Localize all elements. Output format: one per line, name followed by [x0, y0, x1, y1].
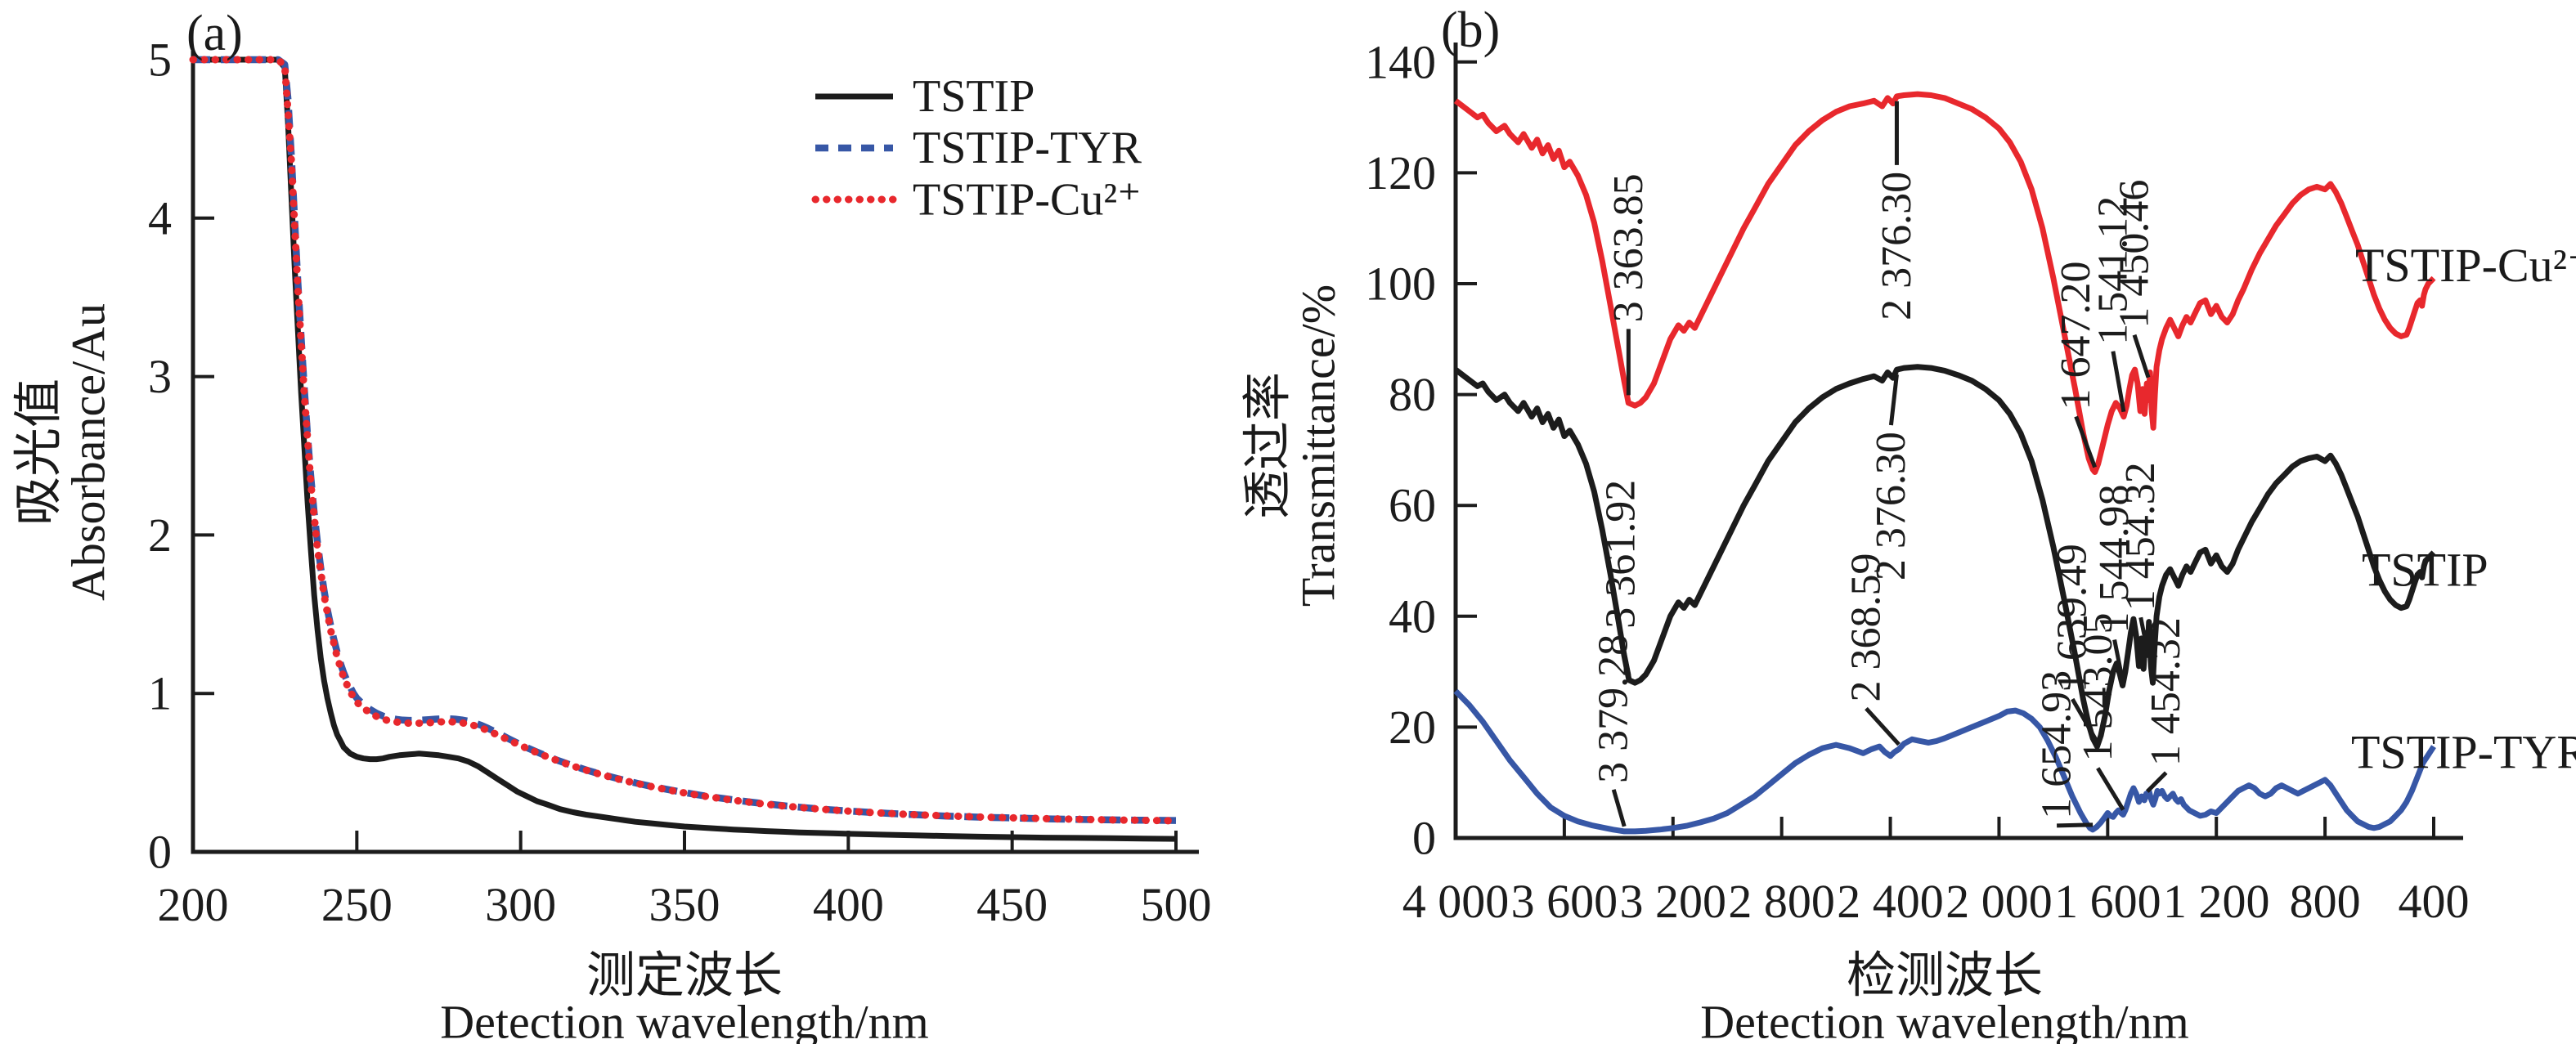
annotation-tick: [2096, 767, 2125, 811]
panel-b-y-axis-label-en: Transmittance/%: [1291, 284, 1345, 607]
legend-item-tstip-tyr: TSTIP-TYR: [913, 123, 1142, 173]
panel-b-x-axis-label-en: Detection wavelength/nm: [1700, 995, 2189, 1044]
panel-b-y-tick-label: 20: [1389, 701, 1436, 754]
annotation-tick: [2112, 639, 2125, 682]
annotation-tick: [2132, 334, 2151, 379]
panel-a-x-tick-label: 400: [813, 878, 884, 931]
panel-b-x-tick-label: 2 800: [1728, 875, 1835, 928]
panel-a-letter: (a): [186, 6, 243, 61]
panel-b-axes: [1453, 43, 2463, 840]
panel-a-x-tick-label: 450: [976, 878, 1048, 931]
panel-a-y-tick-label: 4: [148, 191, 172, 244]
annotation-label: 1 454.32: [2117, 462, 2164, 611]
annotation-label: 2 376.30: [1868, 432, 1914, 580]
panel-b-x-tick-label: 400: [2399, 875, 2470, 928]
panel-b-x-tick-label: 4 000: [1402, 875, 1510, 928]
annotation-tick: [2145, 771, 2168, 793]
panel-b-y-tick-label: 0: [1412, 812, 1436, 865]
annotation-tick: [1888, 374, 1899, 426]
panel-a-x-tick-label: 200: [158, 878, 229, 931]
annotation-label: 1 639.49: [2049, 544, 2096, 692]
panel-b-y-tick-label: 140: [1365, 35, 1436, 88]
annotation-tick: [1618, 634, 1631, 676]
panel-a-y-tick-label: 3: [148, 350, 172, 403]
panel-a-x-axis-label-en: Detection wavelength/nm: [440, 995, 929, 1044]
panel-a-y-axis-label-en: Absorbance/Au: [61, 302, 115, 602]
annotation-tick: [1611, 789, 1627, 827]
annotation-label: 1 541.12: [2089, 196, 2136, 345]
curve-b-tstip: [1453, 364, 2436, 750]
legend-item-tstip-cu: TSTIP-Cu²⁺: [913, 174, 1142, 226]
panel-a-x-tick-label: 300: [485, 878, 556, 931]
curve-a-tstip: [193, 56, 1177, 842]
annotation-tick: [2111, 351, 2126, 413]
panel-a-y-tick-label: 1: [148, 667, 172, 720]
curve-a-tstip-cu: [189, 56, 1180, 825]
panel-b-letter: (b): [1441, 2, 1501, 58]
panel-b-y-tick-label: 40: [1389, 589, 1436, 643]
panel-b-x-tick-label: 3 600: [1511, 875, 1618, 928]
annotation-label: 2 368.59: [1842, 553, 1889, 702]
curve-b-tstip-cu: [1453, 91, 2436, 475]
panel-a-y-tick-label: 0: [148, 826, 172, 879]
annotation-label: 1 454.32: [2143, 617, 2189, 766]
annotation-label: 1 647.20: [2053, 262, 2099, 410]
annotation-label: 2 376.30: [1874, 172, 1920, 320]
panel-a-y-axis-label-zh: 吸光值: [11, 379, 66, 526]
annotation-label: 3 379.28: [1591, 634, 1637, 783]
panel-b-y-axis-label-zh: 透过率: [1241, 372, 1295, 519]
panel-a-x-tick-label: 250: [321, 878, 393, 931]
curve-label-tstip-tyr: TSTIP-TYR: [2351, 725, 2576, 779]
annotation-label: 3 361.92: [1597, 480, 1644, 629]
panel-b-x-tick-label: 1 200: [2163, 875, 2270, 928]
curve-b-tstip-tyr: [1453, 688, 2436, 835]
panel-b-y-tick-label: 60: [1389, 479, 1436, 532]
panel-a-x-axis-label-zh: 测定波长: [586, 948, 783, 1003]
panel-a-x-tick-label: 350: [649, 878, 720, 931]
panel-a-x-tick-label: 500: [1141, 878, 1212, 931]
annotation-label: 3 363.85: [1605, 173, 1652, 322]
annotation-tick: [1865, 706, 1901, 746]
annotation-label: 1 543.05: [2075, 613, 2121, 762]
panel-b-x-tick-label: 3 200: [1620, 875, 1727, 928]
panel-a-y-tick-label: 2: [148, 509, 172, 562]
annotation-tick: [2138, 616, 2150, 651]
annotation-label: 1 450.46: [2112, 180, 2158, 329]
annotation-label: 1 544.98: [2091, 485, 2138, 634]
annotation-tick: [2071, 697, 2099, 743]
panel-a-axes: [191, 51, 1199, 854]
curve-label-tstip-cu: TSTIP-Cu²⁺: [2355, 239, 2576, 292]
panel-b-y-tick-label: 120: [1365, 146, 1436, 199]
panel-b-x-tick-label: 800: [2290, 875, 2361, 928]
legend-item-tstip: TSTIP: [913, 71, 1035, 122]
panel-b-y-tick-label: 80: [1389, 368, 1436, 421]
annotation-tick: [2074, 415, 2097, 468]
curve-label-tstip: TSTIP: [2362, 543, 2488, 597]
panel-b-x-tick-label: 1 600: [2054, 875, 2161, 928]
annotation-tick: [2057, 822, 2094, 828]
annotation-label: 1 654.93: [2034, 670, 2080, 819]
panel-b-y-tick-label: 100: [1365, 258, 1436, 311]
panel-b-x-tick-label: 2 000: [1945, 875, 2053, 928]
panel-b-x-tick-label: 2 400: [1837, 875, 1944, 928]
panel-a-y-tick-label: 5: [148, 34, 172, 87]
panel-b-x-axis-label-zh: 检测波长: [1847, 948, 2043, 1003]
